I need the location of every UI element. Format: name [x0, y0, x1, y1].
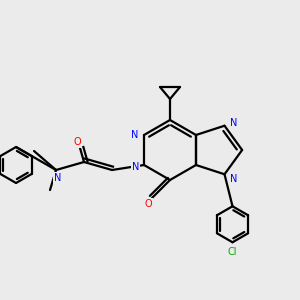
Text: N: N: [130, 130, 138, 140]
Text: N: N: [230, 174, 237, 184]
Text: O: O: [144, 199, 152, 209]
Text: Cl: Cl: [228, 247, 237, 257]
Text: N: N: [230, 118, 237, 128]
Text: N: N: [132, 162, 139, 172]
Text: N: N: [54, 173, 62, 183]
Text: O: O: [73, 137, 81, 147]
